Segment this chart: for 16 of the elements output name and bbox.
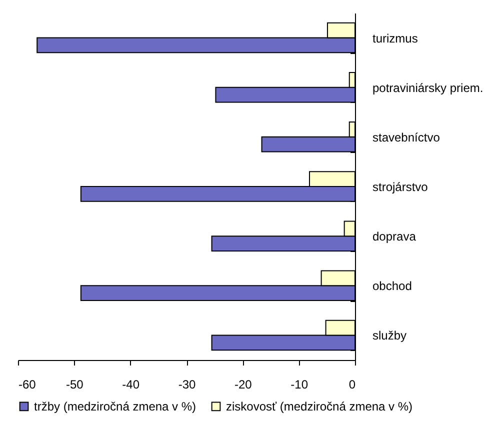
x-tick-label: -50 — [66, 378, 84, 392]
y-tick-label: stavebníctvo — [372, 130, 440, 144]
y-tick-label: obchod — [372, 279, 412, 294]
y-tick-label: strojárstvo — [372, 180, 428, 194]
x-tick-label: -30 — [178, 378, 196, 392]
legend-label: tržby (medziročná zmena v %) — [34, 399, 196, 414]
y-tick-label: služby — [372, 328, 407, 343]
x-tick-label: -40 — [122, 378, 140, 392]
x-tick-label: 0 — [348, 378, 356, 392]
y-tick-label: doprava — [372, 230, 416, 244]
y-tick-label: turizmus — [372, 31, 418, 46]
legend-label: ziskovosť (medziročná zmena v %) — [226, 399, 413, 414]
y-tick-label: potraviniársky priem. — [372, 80, 484, 95]
x-tick-label: -10 — [290, 378, 308, 392]
x-tick-label: -20 — [234, 378, 252, 392]
x-tick-label: -60 — [18, 378, 36, 392]
